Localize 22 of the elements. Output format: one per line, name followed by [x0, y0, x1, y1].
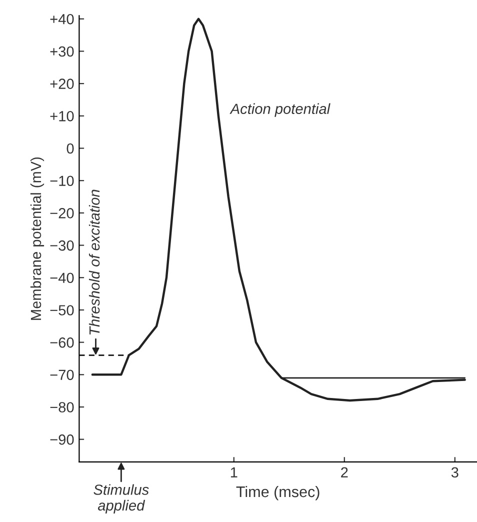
- y-tick-label: −20: [50, 208, 74, 218]
- x-tick-label: 2: [341, 467, 348, 478]
- y-tick-label: −60: [50, 337, 74, 348]
- x-tick-label: 3: [451, 467, 458, 478]
- y-tick-label: −30: [50, 240, 74, 251]
- y-tick-label: −90: [50, 434, 74, 445]
- y-tick-label: −80: [50, 402, 74, 412]
- y-tick-label: +40: [50, 14, 74, 24]
- annotation: Action potential: [230, 103, 330, 117]
- y-tick-label: −10: [50, 176, 74, 186]
- y-tick-label: −40: [50, 272, 74, 284]
- annotation: Threshold of excitation: [88, 190, 100, 335]
- y-axis-title: Membrane potential (mV): [30, 157, 44, 320]
- y-tick-label: −70: [50, 370, 74, 380]
- y-tick-label: 0: [66, 143, 74, 154]
- y-tick-label: +10: [50, 111, 74, 122]
- y-tick-label: +30: [50, 46, 74, 57]
- x-axis-title: Time (msec): [236, 486, 320, 500]
- y-tick-label: −50: [50, 305, 74, 316]
- text: Stimulus applied: [94, 484, 149, 514]
- y-tick-label: +20: [50, 78, 74, 90]
- x-tick-label: 1: [230, 467, 238, 478]
